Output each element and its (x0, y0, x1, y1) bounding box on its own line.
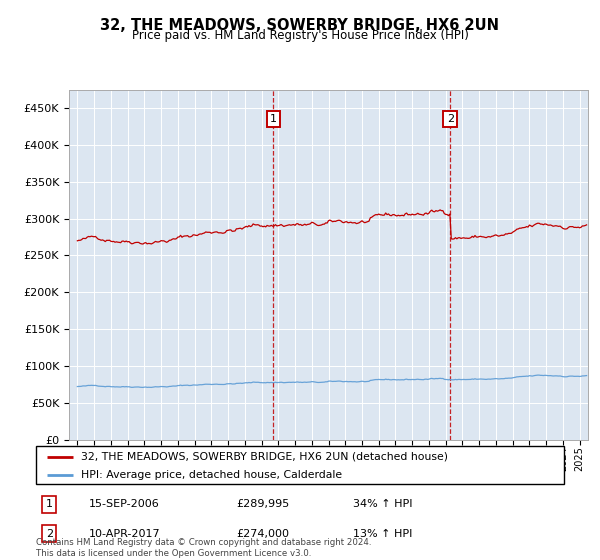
Text: Contains HM Land Registry data © Crown copyright and database right 2024.
This d: Contains HM Land Registry data © Crown c… (36, 538, 371, 558)
Text: 1: 1 (46, 499, 53, 509)
Text: 1: 1 (270, 114, 277, 124)
Text: 15-SEP-2006: 15-SEP-2006 (89, 499, 160, 509)
Text: 2: 2 (446, 114, 454, 124)
FancyBboxPatch shape (36, 446, 564, 484)
Text: 32, THE MEADOWS, SOWERBY BRIDGE, HX6 2UN: 32, THE MEADOWS, SOWERBY BRIDGE, HX6 2UN (101, 18, 499, 33)
Text: HPI: Average price, detached house, Calderdale: HPI: Average price, detached house, Cald… (81, 470, 342, 480)
Text: 2: 2 (46, 529, 53, 539)
Text: £274,000: £274,000 (236, 529, 290, 539)
Text: Price paid vs. HM Land Registry's House Price Index (HPI): Price paid vs. HM Land Registry's House … (131, 29, 469, 42)
Text: 13% ↑ HPI: 13% ↑ HPI (353, 529, 412, 539)
Text: £289,995: £289,995 (236, 499, 290, 509)
Text: 32, THE MEADOWS, SOWERBY BRIDGE, HX6 2UN (detached house): 32, THE MEADOWS, SOWERBY BRIDGE, HX6 2UN… (81, 452, 448, 462)
Text: 34% ↑ HPI: 34% ↑ HPI (353, 499, 412, 509)
Text: 10-APR-2017: 10-APR-2017 (89, 529, 160, 539)
